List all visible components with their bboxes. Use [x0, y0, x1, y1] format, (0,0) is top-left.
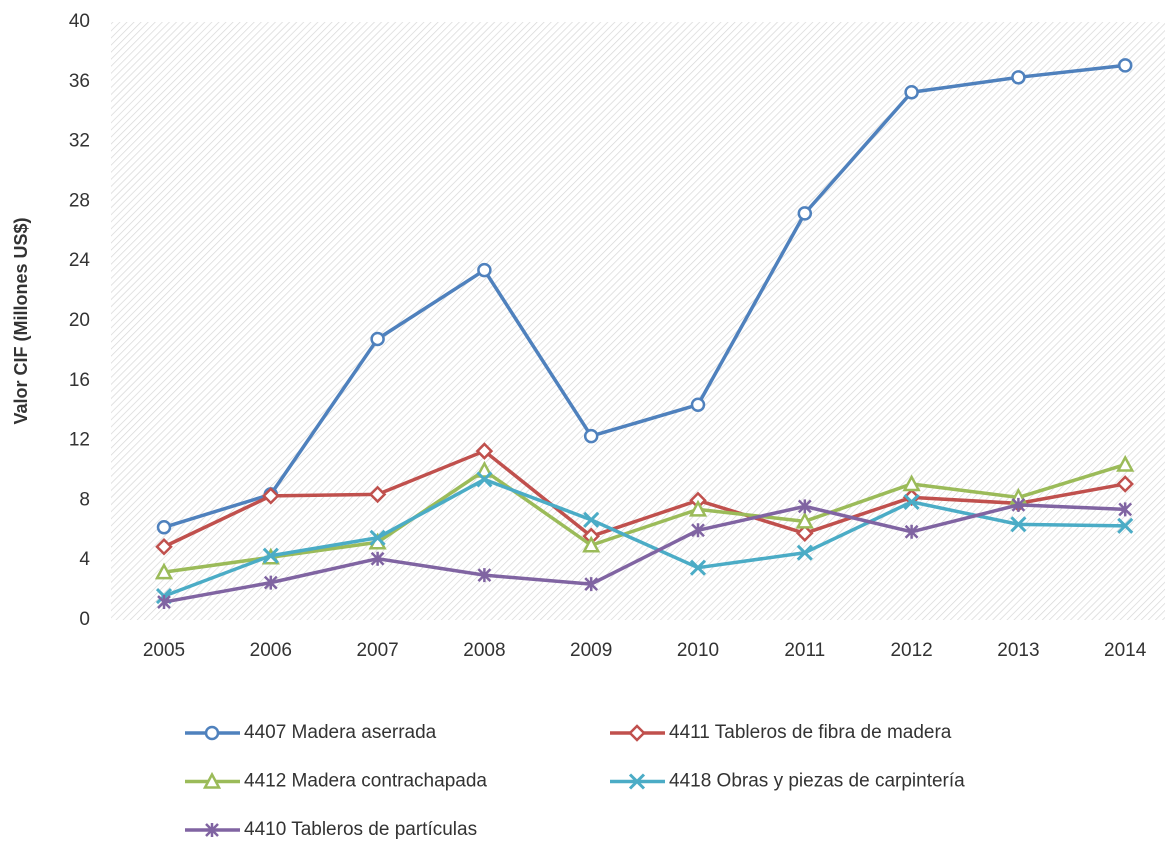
marker	[157, 595, 171, 610]
y-tick-label: 40	[69, 11, 90, 32]
y-tick-label: 16	[69, 370, 90, 391]
series-line	[163, 449, 1126, 549]
series-line	[163, 503, 1126, 604]
x-tick-label: 2010	[677, 640, 719, 661]
y-tick-label: 0	[79, 609, 90, 630]
marker	[1011, 497, 1026, 512]
marker	[476, 471, 493, 488]
marker	[369, 529, 386, 546]
marker	[1117, 58, 1133, 73]
marker	[263, 575, 278, 590]
marker	[797, 499, 812, 514]
marker	[688, 499, 708, 517]
legend-label: 4418 Obras y piezas de carpintería	[669, 771, 965, 792]
marker	[1010, 516, 1027, 533]
x-tick-label: 2008	[463, 640, 505, 661]
legend-marker	[628, 724, 646, 742]
marker	[904, 85, 919, 100]
y-tick-label: 24	[69, 250, 91, 271]
legend-label: 4407 Madera aserrada	[244, 722, 437, 743]
x-tick-label: 2005	[143, 640, 185, 661]
marker	[477, 262, 492, 278]
legend-label: 4410 Tableros de partículas	[244, 819, 477, 840]
marker	[582, 535, 601, 553]
y-tick-label: 20	[69, 310, 90, 331]
marker	[1116, 475, 1134, 493]
series-line	[163, 63, 1126, 529]
marker	[796, 544, 813, 561]
y-tick-label: 32	[69, 131, 90, 152]
marker	[262, 487, 280, 505]
marker	[690, 397, 706, 412]
series-line	[163, 477, 1126, 598]
marker	[903, 493, 920, 510]
marker	[584, 577, 599, 592]
marker	[1118, 502, 1133, 517]
x-tick-label: 2006	[250, 640, 292, 661]
x-tick-label: 2009	[570, 640, 612, 661]
marker	[583, 428, 599, 444]
x-tick-label: 2014	[1104, 640, 1147, 661]
x-tick-label: 2013	[997, 640, 1039, 661]
marker	[904, 524, 919, 539]
marker	[155, 537, 173, 556]
marker	[475, 460, 494, 478]
y-axis-title: Valor CIF (Millones US$)	[11, 217, 31, 424]
x-tick-label: 2011	[784, 640, 825, 661]
marker	[902, 474, 921, 492]
marker	[795, 511, 814, 529]
marker	[796, 524, 814, 543]
marker	[691, 523, 705, 538]
marker	[1011, 70, 1026, 85]
y-tick-label: 12	[69, 430, 90, 451]
marker	[1117, 517, 1134, 534]
legend-marker	[202, 771, 222, 789]
legend-label: 4411 Tableros de fibra de madera	[669, 722, 952, 743]
y-tick-label: 4	[79, 549, 90, 570]
marker	[154, 562, 174, 580]
marker	[1116, 454, 1135, 472]
marker	[370, 331, 385, 347]
marker	[689, 559, 707, 576]
y-tick-label: 28	[69, 190, 90, 211]
marker	[368, 485, 387, 504]
y-tick-label: 36	[69, 71, 90, 92]
series-line	[163, 462, 1126, 574]
legend-marker	[205, 823, 219, 837]
marker	[477, 568, 492, 583]
marker	[156, 520, 172, 535]
marker	[370, 551, 385, 566]
marker	[262, 547, 279, 564]
legend-marker	[204, 725, 220, 741]
x-tick-label: 2012	[890, 640, 932, 661]
x-tick-label: 2007	[356, 640, 398, 661]
legend-label: 4412 Madera contrachapada	[244, 771, 487, 792]
y-tick-label: 8	[79, 489, 90, 510]
marker	[583, 511, 600, 528]
legend-marker	[628, 773, 646, 790]
marker	[475, 442, 494, 460]
marker	[797, 206, 813, 221]
